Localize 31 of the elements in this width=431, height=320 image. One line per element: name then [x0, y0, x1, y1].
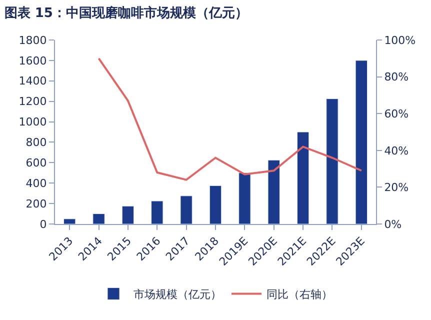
- bar: [326, 98, 338, 224]
- y-tick-label: 200: [26, 197, 47, 210]
- bar: [238, 172, 251, 224]
- line-series: [98, 57, 362, 181]
- y-tick-label: 0: [40, 218, 47, 231]
- y-tick-label: 1200: [18, 95, 47, 108]
- y-tick-label: 1400: [18, 74, 47, 88]
- bar: [268, 160, 280, 224]
- bar: [122, 206, 134, 224]
- bar: [355, 60, 368, 224]
- y2-tick-label: 40%: [384, 144, 409, 158]
- chart-title: 图表 15：中国现磨咖啡市场规模（亿元）: [4, 5, 248, 22]
- y2-tick-label: 80%: [384, 70, 409, 84]
- y-tick-label: 1000: [18, 116, 47, 129]
- y-tick-label: 800: [26, 136, 47, 150]
- bar: [209, 185, 222, 224]
- bar: [64, 218, 76, 224]
- y2-tick-label: 100%: [384, 34, 416, 47]
- bar: [92, 214, 105, 224]
- y2-tick-label: 20%: [384, 181, 409, 194]
- bar: [151, 200, 164, 224]
- y-tick-label: 400: [26, 176, 47, 190]
- bar: [296, 132, 310, 224]
- y2-tick-label: 60%: [384, 107, 409, 120]
- legend-label: 同比（右轴）: [266, 288, 332, 301]
- y2-tick-label: 0%: [384, 218, 402, 231]
- legend-label: 市场规模（亿元）: [134, 288, 222, 301]
- y-tick-label: 600: [26, 156, 47, 170]
- bar: [180, 196, 192, 224]
- y-tick-label: 1600: [18, 54, 47, 68]
- y-tick-label: 1800: [18, 34, 47, 47]
